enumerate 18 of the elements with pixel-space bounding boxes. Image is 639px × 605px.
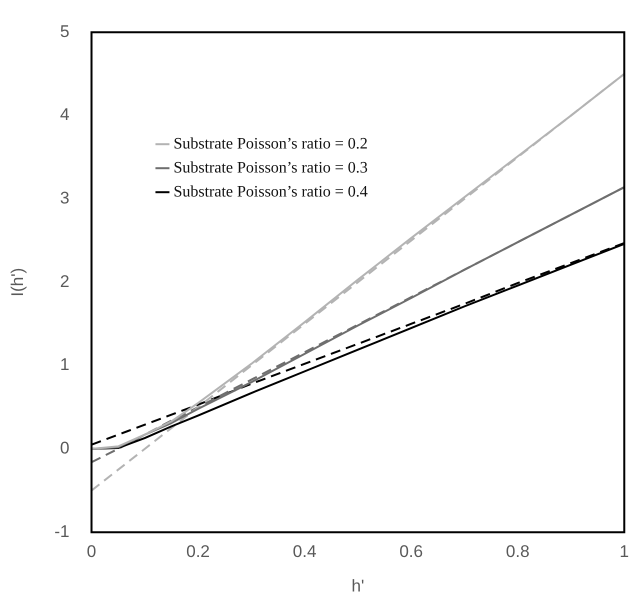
y-tick-label: 2 xyxy=(60,272,70,291)
x-tick-label: 0.4 xyxy=(292,542,316,562)
x-tick-label: 0.2 xyxy=(186,542,210,562)
x-tick-label: 0.6 xyxy=(399,542,423,562)
y-axis-title: I(h') xyxy=(8,268,27,297)
y-tick-label: 3 xyxy=(60,188,70,208)
x-tick-label: 1 xyxy=(620,542,630,562)
y-tick-label: -1 xyxy=(54,522,70,541)
x-tick-label: 0.8 xyxy=(506,542,530,562)
legend-label: Substrate Poisson’s ratio = 0.2 xyxy=(173,135,368,152)
y-tick-label: 4 xyxy=(60,105,70,124)
x-tick-label: 0 xyxy=(86,542,96,562)
legend-label: Substrate Poisson’s ratio = 0.4 xyxy=(173,183,368,200)
y-tick-label: 1 xyxy=(60,355,70,374)
y-tick-label: 0 xyxy=(60,438,70,458)
x-axis-title: h' xyxy=(352,576,364,596)
y-tick-label: 5 xyxy=(60,22,70,41)
legend-label: Substrate Poisson’s ratio = 0.3 xyxy=(173,159,368,176)
